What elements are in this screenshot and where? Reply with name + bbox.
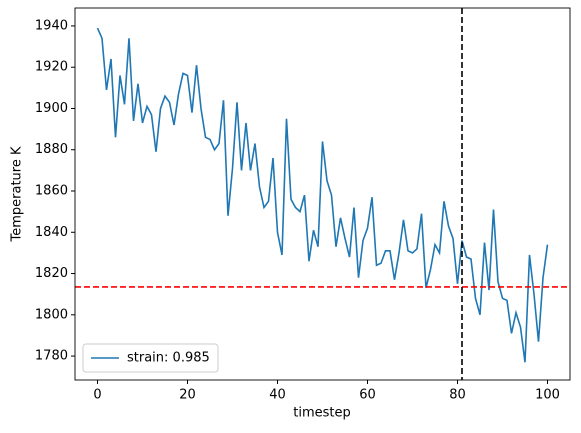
x-tick-label: 80 [449, 388, 466, 403]
y-tick-label: 1900 [35, 101, 68, 116]
x-tick-label: 100 [535, 388, 560, 403]
x-axis-label: timestep [293, 406, 351, 421]
x-tick-label: 0 [93, 388, 101, 403]
y-tick-label: 1860 [35, 184, 68, 199]
x-tick-label: 60 [359, 388, 376, 403]
plot-frame [74, 7, 571, 381]
y-tick-label: 1920 [35, 60, 68, 75]
legend-box [82, 343, 219, 373]
y-tick-label: 1840 [35, 225, 68, 240]
x-tick-label: 40 [269, 388, 286, 403]
y-axis-label: Temperature K [10, 146, 25, 242]
y-tick-label: 1940 [35, 18, 68, 33]
y-tick-label: 1880 [35, 142, 68, 157]
y-tick-label: 1780 [35, 349, 68, 364]
legend-label: strain: 0.985 [127, 351, 210, 366]
y-tick-label: 1820 [35, 266, 68, 281]
y-tick-label: 1800 [35, 307, 68, 322]
data-line [96, 27, 549, 363]
x-tick-label: 20 [179, 388, 196, 403]
